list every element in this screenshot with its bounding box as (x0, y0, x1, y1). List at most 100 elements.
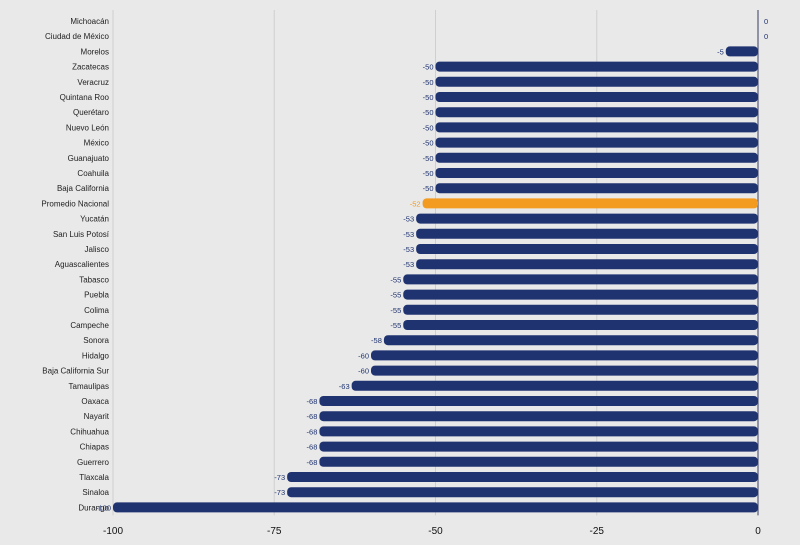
category-label-zacatecas: Zacatecas (72, 63, 109, 72)
category-label-oaxaca: Oaxaca (81, 397, 109, 406)
category-label-chihuahua: Chihuahua (70, 427, 109, 436)
value-label-baja-california: -50 (423, 184, 434, 193)
value-label-chihuahua: -68 (307, 427, 318, 436)
bar-guerrero (319, 456, 758, 467)
value-label-baja-california-sur: -60 (358, 367, 369, 376)
bar-baja-california (435, 183, 758, 194)
category-label-tlaxcala: Tlaxcala (79, 473, 109, 482)
value-label-nayarit: -68 (307, 412, 318, 421)
value-label-coahuila: -50 (423, 169, 434, 178)
bar-guanajuato (435, 152, 758, 163)
value-label-colima: -55 (390, 306, 401, 315)
bar-puebla (403, 289, 758, 300)
bars (113, 46, 758, 513)
bar-nuevo-leon (435, 122, 758, 133)
bar-jalisco (416, 244, 758, 254)
category-label-hidalgo: Hidalgo (82, 351, 110, 360)
category-label-michoacan: Michoacán (70, 17, 109, 26)
value-label-oaxaca: -68 (307, 397, 318, 406)
category-label-chiapas: Chiapas (80, 443, 109, 452)
bar-quintana-roo (435, 92, 758, 102)
value-label-chiapas: -68 (307, 443, 318, 452)
bar-hidalgo (371, 350, 758, 361)
bar-morelos (725, 46, 758, 57)
category-label-queretaro: Querétaro (73, 108, 110, 117)
value-label-puebla: -55 (390, 291, 401, 300)
value-label-veracruz: -50 (423, 78, 434, 87)
category-label-guerrero: Guerrero (77, 458, 110, 467)
category-label-ciudad-de-mexico: Ciudad de México (45, 32, 110, 41)
bar-coahuila (435, 168, 758, 178)
bar-durango (113, 502, 758, 513)
value-label-tlaxcala: -73 (274, 473, 285, 482)
x-axis-ticks: -100 -75 -50 -25 0 (103, 526, 761, 537)
category-label-tamaulipas: Tamaulipas (69, 382, 109, 391)
category-label-guanajuato: Guanajuato (68, 154, 110, 163)
value-label-mexico: -50 (423, 139, 434, 148)
value-label-hidalgo: -60 (358, 351, 369, 360)
category-label-jalisco: Jalisco (85, 245, 110, 254)
bar-baja-california-sur (371, 365, 758, 376)
x-tick-label: -75 (267, 526, 282, 537)
bar-veracruz (435, 76, 758, 87)
bar-queretaro (435, 107, 758, 118)
bar-oaxaca (319, 396, 758, 406)
category-label-coahuila: Coahuila (77, 169, 109, 178)
bar-tamaulipas (351, 380, 758, 391)
category-label-veracruz: Veracruz (77, 78, 109, 87)
x-tick-label: -50 (428, 526, 443, 537)
value-label-guanajuato: -50 (423, 154, 434, 163)
value-label-campeche: -55 (390, 321, 401, 330)
category-label-morelos: Morelos (81, 47, 109, 56)
category-labels: Michoacán Ciudad de México Morelos Zacateca… (41, 17, 109, 512)
value-label-sonora: -58 (371, 336, 382, 345)
value-label-ciudad-de-mexico: 0 (764, 32, 768, 41)
category-label-promedio-nacional: Promedio Nacional (41, 199, 109, 208)
category-label-san-luis-potosi: San Luis Potosí (53, 230, 110, 239)
category-label-nayarit: Nayarit (84, 412, 110, 421)
value-label-yucatan: -53 (403, 215, 414, 224)
category-label-nuevo-leon: Nuevo León (66, 123, 109, 132)
category-label-tabasco: Tabasco (79, 275, 109, 284)
bar-tlaxcala (287, 472, 758, 482)
value-label-zacatecas: -50 (423, 63, 434, 72)
category-label-baja-california-sur: Baja California Sur (42, 367, 109, 376)
value-label-morelos: -5 (717, 47, 724, 56)
category-label-sinaloa: Sinaloa (82, 488, 109, 497)
category-label-puebla: Puebla (84, 291, 109, 300)
value-label-quintana-roo: -50 (423, 93, 434, 102)
category-label-quintana-roo: Quintana Roo (60, 93, 110, 102)
value-label-jalisco: -53 (403, 245, 414, 254)
category-label-sonora: Sonora (83, 336, 109, 345)
bar-nayarit (319, 411, 758, 422)
bar-tabasco (403, 274, 758, 285)
value-labels: 00-5-50-50-50-50-50-50-50-50-50-52-53-53… (96, 17, 768, 512)
value-label-michoacan: 0 (764, 17, 768, 26)
bar-colima (403, 304, 758, 315)
x-tick-label: -25 (590, 526, 605, 537)
value-label-queretaro: -50 (423, 108, 434, 117)
value-label-promedio-nacional: -52 (410, 199, 421, 208)
bar-mexico (435, 137, 758, 148)
bar-sinaloa (287, 487, 758, 498)
category-label-baja-california: Baja California (57, 184, 110, 193)
bar-san-luis-potosi (416, 228, 758, 239)
x-tick-label: 0 (755, 526, 761, 537)
bar-sonora (383, 335, 758, 346)
bar-promedio-nacional (422, 198, 758, 209)
value-label-durango: -100 (96, 503, 111, 512)
bar-aguascalientes (416, 259, 758, 270)
bar-yucatan (416, 213, 758, 224)
bar-chihuahua (319, 426, 758, 437)
bar-campeche (403, 320, 758, 330)
value-label-sinaloa: -73 (274, 488, 285, 497)
bar-zacatecas (435, 61, 758, 72)
category-label-durango: Durango (78, 503, 109, 512)
x-tick-label: -100 (103, 526, 123, 537)
value-label-guerrero: -68 (307, 458, 318, 467)
category-label-mexico: México (84, 139, 110, 148)
bar-chiapas (319, 441, 758, 452)
category-label-campeche: Campeche (70, 321, 109, 330)
